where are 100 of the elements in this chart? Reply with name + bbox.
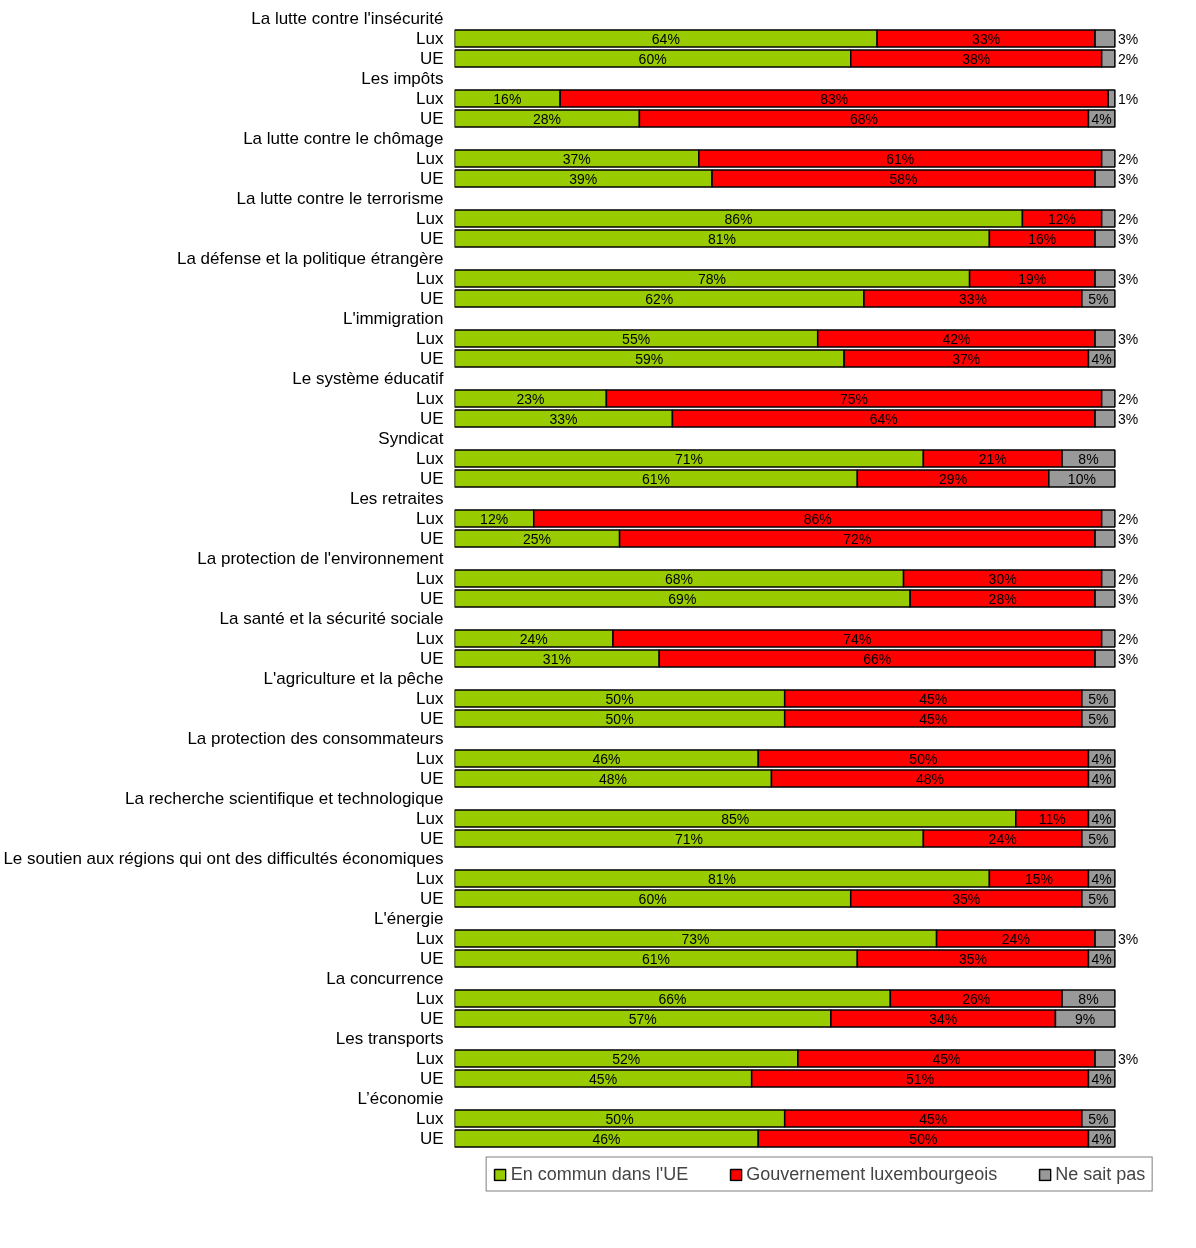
data-label: 37% [562, 150, 591, 167]
data-label: 2% [1117, 150, 1139, 167]
data-label: 61% [886, 150, 915, 167]
y-tick-label: La lutte contre l'insécurité [251, 9, 444, 28]
data-label: 5% [1088, 890, 1109, 907]
y-tick-label: Lux [416, 449, 444, 468]
data-label: 12% [1048, 210, 1077, 227]
data-label: 50% [909, 750, 938, 767]
y-tick-label: UE [419, 589, 444, 608]
data-label: 28% [532, 110, 561, 127]
data-label: 81% [707, 230, 736, 247]
data-label: 3% [1117, 930, 1139, 947]
data-label: 50% [605, 690, 634, 707]
data-label: 50% [605, 710, 634, 727]
data-label: 60% [638, 890, 667, 907]
data-label: 35% [958, 950, 987, 967]
data-label: 33% [958, 290, 987, 307]
y-tick-label: Les transports [335, 1029, 444, 1048]
data-label: 52% [612, 1050, 641, 1067]
y-tick-label: UE [419, 889, 444, 908]
data-label: 3% [1117, 650, 1139, 667]
data-label: 29% [939, 470, 968, 487]
y-tick-label: Lux [416, 629, 444, 648]
data-label: 62% [645, 290, 674, 307]
y-tick-label: Lux [416, 29, 444, 48]
data-label: 51% [906, 1070, 935, 1087]
data-label: 50% [909, 1130, 938, 1147]
y-tick-label: Syndicat [378, 429, 444, 448]
data-label: 73% [681, 930, 710, 947]
data-label: 61% [641, 470, 670, 487]
data-label: 5% [1088, 830, 1109, 847]
data-label: 5% [1088, 710, 1109, 727]
data-label: 78% [698, 270, 727, 287]
data-label: 64% [869, 410, 898, 427]
y-tick-label: UE [419, 1069, 444, 1088]
y-tick-label: L'immigration [342, 309, 444, 328]
data-label: 2% [1117, 570, 1139, 587]
data-label: 3% [1117, 590, 1139, 607]
y-tick-label: UE [419, 829, 444, 848]
data-label: 45% [589, 1070, 618, 1087]
y-tick-label: La concurrence [326, 969, 444, 988]
data-label: 42% [942, 330, 971, 347]
y-tick-label: UE [419, 349, 444, 368]
data-label: 10% [1067, 470, 1096, 487]
data-label: 3% [1117, 170, 1139, 187]
y-tick-label: L'agriculture et la pêche [263, 669, 444, 688]
data-label: 3% [1117, 410, 1139, 427]
data-label: 8% [1078, 450, 1099, 467]
data-label: 3% [1117, 530, 1139, 547]
data-label: 55% [622, 330, 651, 347]
data-label: 15% [1024, 870, 1053, 887]
data-label: 46% [592, 1130, 621, 1147]
y-tick-label: UE [419, 109, 444, 128]
y-tick-label: Lux [416, 869, 444, 888]
data-label: 72% [843, 530, 872, 547]
data-label: 24% [519, 630, 548, 647]
data-label: 8% [1078, 990, 1099, 1007]
y-tick-label: Les impôts [361, 69, 444, 88]
data-label: 21% [978, 450, 1007, 467]
data-label: 31% [542, 650, 571, 667]
y-tick-label: Lux [416, 149, 444, 168]
legend-label: Gouvernement luxembourgeois [746, 1163, 998, 1185]
y-tick-label: Lux [416, 1049, 444, 1068]
data-label: 3% [1117, 330, 1139, 347]
y-tick-label: La lutte contre le terrorisme [236, 189, 444, 208]
data-label: 4% [1091, 870, 1112, 887]
y-tick-label: UE [419, 649, 444, 668]
y-tick-label: L’économie [357, 1089, 444, 1108]
data-label: 86% [803, 510, 832, 527]
data-label: 11% [1038, 810, 1066, 827]
data-label: 34% [929, 1010, 958, 1027]
data-label: 57% [628, 1010, 657, 1027]
data-label: 5% [1088, 690, 1109, 707]
data-label: 37% [952, 350, 981, 367]
data-label: 23% [516, 390, 545, 407]
data-label: 45% [932, 1050, 961, 1067]
data-label: 1% [1117, 90, 1139, 107]
y-tick-label: Le soutien aux régions qui ont des difficultés économiques [3, 849, 444, 868]
y-tick-label: La défense et la politique étrangère [176, 249, 444, 268]
data-label: 4% [1091, 1130, 1112, 1147]
data-label: 33% [972, 30, 1001, 47]
data-label: 25% [523, 530, 552, 547]
y-tick-label: L'énergie [374, 909, 444, 928]
y-tick-label: La lutte contre le chômage [243, 129, 444, 148]
data-label: 5% [1088, 1110, 1109, 1127]
y-tick-label: UE [419, 229, 444, 248]
data-label: 9% [1075, 1010, 1096, 1027]
data-label: 45% [919, 710, 948, 727]
y-tick-label: La protection des consommateurs [187, 729, 444, 748]
y-tick-label: UE [419, 949, 444, 968]
data-label: 83% [820, 90, 849, 107]
data-label: 4% [1091, 750, 1112, 767]
data-label: 3% [1117, 1050, 1139, 1067]
y-tick-label: Lux [416, 929, 444, 948]
data-label: 45% [919, 690, 948, 707]
y-tick-label: Lux [416, 1109, 444, 1128]
data-label: 3% [1117, 230, 1139, 247]
data-label: 48% [915, 770, 944, 787]
y-tick-label: UE [419, 529, 444, 548]
data-label: 60% [638, 50, 667, 67]
